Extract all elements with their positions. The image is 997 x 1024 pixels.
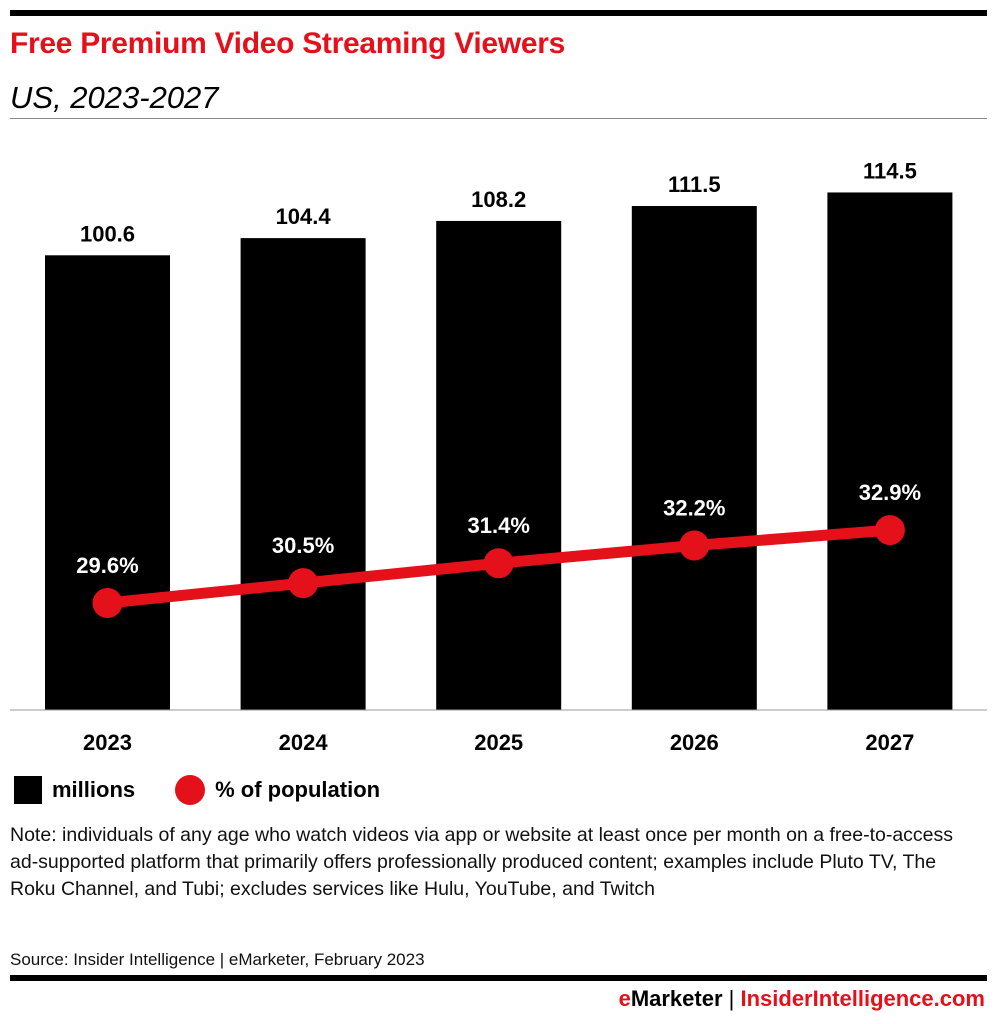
legend-label-percent: % of population bbox=[215, 777, 381, 802]
bar-value-label: 104.4 bbox=[276, 204, 332, 229]
legend-swatch-bar bbox=[14, 776, 42, 804]
bar bbox=[827, 192, 953, 710]
top-rule bbox=[10, 10, 987, 16]
footer-brand: eMarketer | InsiderIntelligence.com bbox=[619, 986, 985, 1012]
brand-marketer: Marketer bbox=[630, 986, 723, 1011]
divider bbox=[10, 118, 987, 119]
chart-subtitle: US, 2023-2027 bbox=[10, 80, 219, 115]
line-point bbox=[483, 548, 514, 579]
brand-separator: | bbox=[722, 986, 741, 1011]
line-value-label: 30.5% bbox=[272, 533, 334, 558]
x-tick-label: 2024 bbox=[279, 730, 329, 755]
x-tick-label: 2026 bbox=[670, 730, 719, 755]
bottom-rule bbox=[10, 975, 987, 981]
x-tick-label: 2025 bbox=[474, 730, 523, 755]
line-point bbox=[874, 515, 905, 546]
line-point bbox=[288, 568, 319, 599]
x-tick-label: 2023 bbox=[83, 730, 132, 755]
x-tick-label: 2027 bbox=[865, 730, 914, 755]
chart-title: Free Premium Video Streaming Viewers bbox=[10, 27, 565, 60]
chart-plot: 100.6 2023 104.4 2024 108.2 2025 111.5 2026 114.… bbox=[10, 158, 987, 755]
bar-value-label: 114.5 bbox=[863, 158, 917, 183]
line-value-label: 29.6% bbox=[76, 553, 138, 578]
bar bbox=[45, 255, 170, 710]
line-value-label: 32.2% bbox=[663, 496, 725, 521]
line-value-label: 32.9% bbox=[859, 480, 921, 505]
line-value-label: 31.4% bbox=[468, 513, 530, 538]
brand-site: InsiderIntelligence.com bbox=[740, 986, 985, 1011]
line-point bbox=[92, 588, 123, 618]
line-point bbox=[679, 530, 710, 561]
bar-value-label: 108.2 bbox=[471, 187, 526, 212]
legend-swatch-dot bbox=[175, 775, 206, 805]
bar bbox=[631, 206, 757, 710]
bar bbox=[240, 238, 366, 710]
legend-label-millions: millions bbox=[52, 777, 136, 802]
brand-e: e bbox=[618, 986, 631, 1011]
bar-value-label: 111.5 bbox=[668, 172, 721, 197]
source: Source: Insider Intelligence | eMarketer… bbox=[10, 950, 425, 969]
bar bbox=[436, 220, 562, 710]
legend: millions % of population bbox=[14, 775, 380, 805]
note: Note: individuals of any age who watch v… bbox=[10, 824, 954, 900]
bar-value-label: 100.6 bbox=[80, 221, 135, 246]
